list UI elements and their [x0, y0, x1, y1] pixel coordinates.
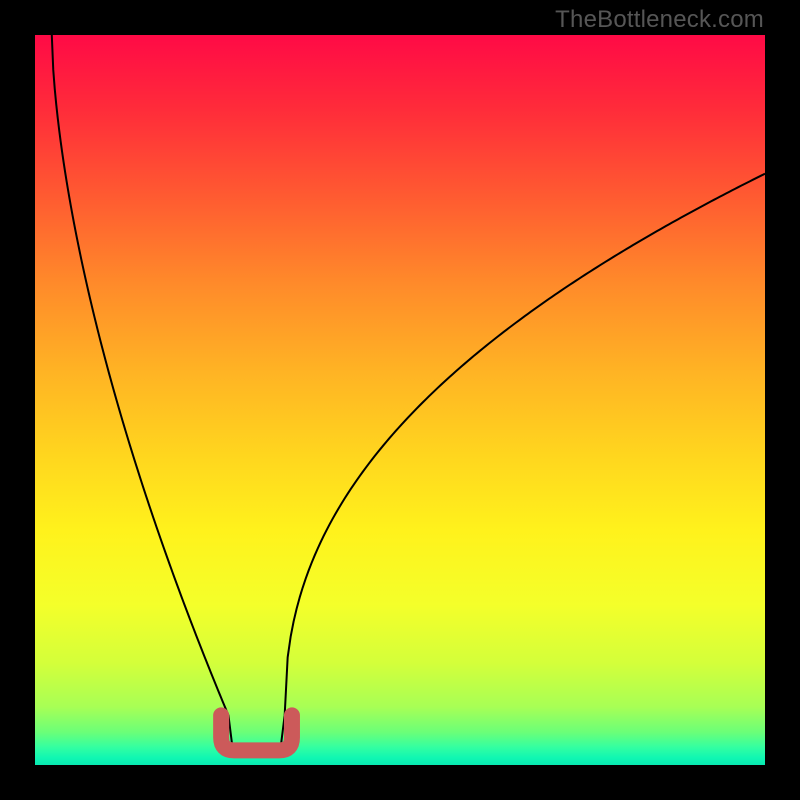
- chart-container: TheBottleneck.com: [0, 0, 800, 800]
- watermark-text: TheBottleneck.com: [555, 6, 764, 34]
- plot-area: [35, 35, 765, 765]
- gradient-background: [35, 35, 765, 765]
- bottleneck-chart-svg: [35, 35, 765, 765]
